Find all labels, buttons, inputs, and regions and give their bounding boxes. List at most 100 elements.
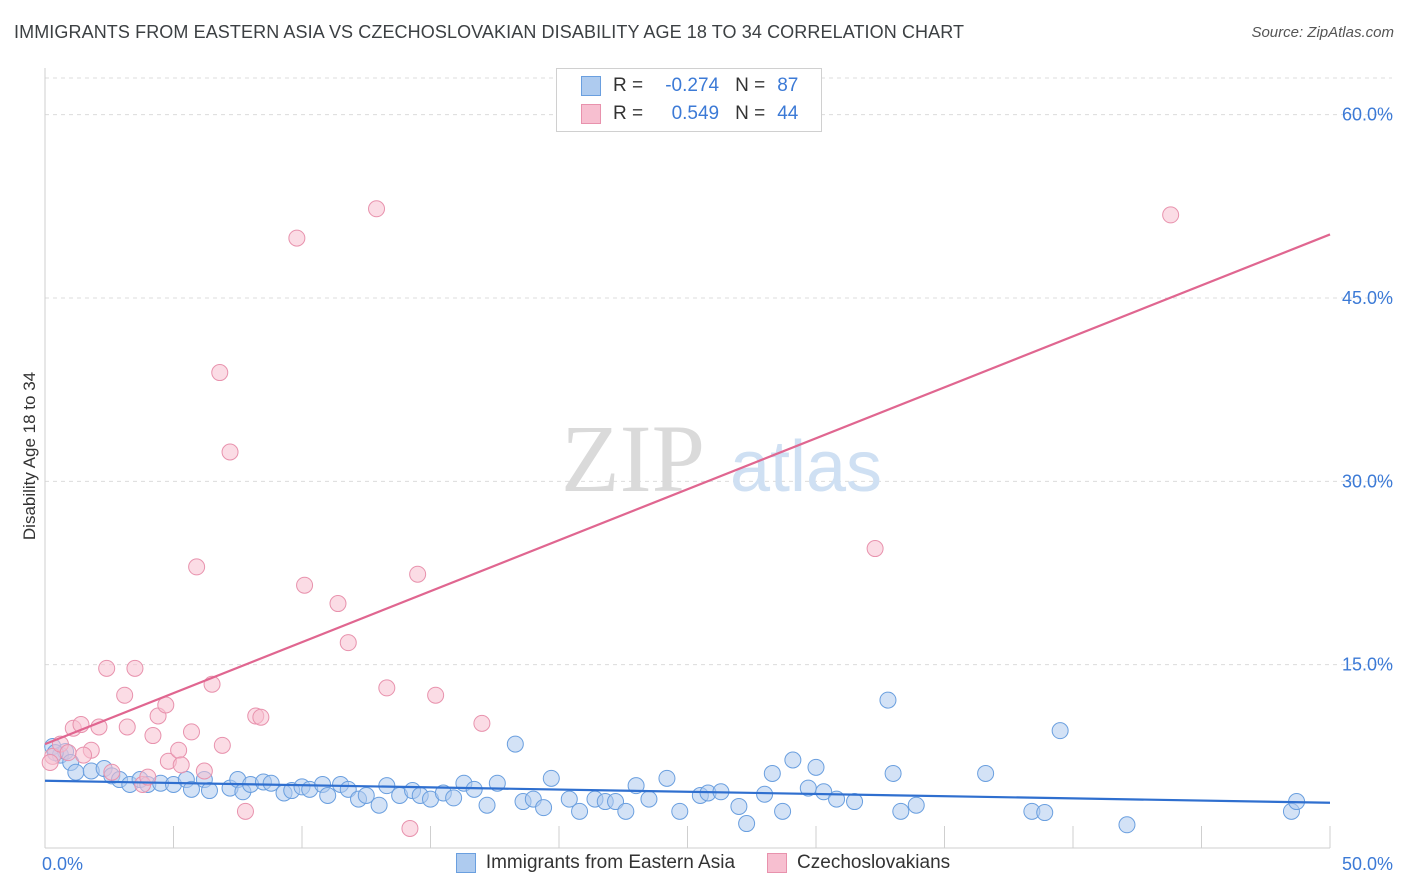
blue-data-point	[807, 758, 825, 776]
r-label: R =	[613, 75, 644, 96]
pink-data-point	[409, 565, 427, 583]
pink-data-point	[1162, 206, 1180, 224]
pink-data-point	[195, 762, 213, 780]
blue-data-point	[319, 786, 337, 804]
gridlines	[45, 77, 1392, 666]
watermark-atlas: atlas	[730, 427, 882, 507]
tick-labels: 15.0% 30.0% 45.0% 60.0% 0.0% 50.0%	[42, 105, 1393, 874]
pink-data-point	[116, 686, 134, 704]
trend-lines	[44, 233, 1331, 804]
pink-data-point	[339, 634, 357, 652]
pink-data-point	[103, 763, 121, 781]
blue-data-point	[182, 780, 200, 798]
y-tick-label: 15.0%	[1342, 655, 1393, 675]
y-tick-label: 45.0%	[1342, 288, 1393, 308]
pink-data-point	[378, 679, 396, 697]
blue-data-point	[617, 802, 635, 820]
blue-data-point	[478, 796, 496, 814]
blue-data-point	[884, 764, 902, 782]
legend-row-series1: R = -0.274 N = 87	[581, 74, 798, 98]
blue-data-point	[1051, 722, 1069, 740]
blue-data-point	[560, 790, 578, 808]
blue-data-point	[370, 796, 388, 814]
pink-data-point	[41, 753, 59, 771]
legend-item-eastern-asia: Immigrants from Eastern Asia	[455, 852, 736, 874]
x-tick-label: 0.0%	[42, 854, 83, 874]
n-label: N =	[735, 103, 766, 124]
legend-row-series2: R = 0.549 N = 44	[581, 102, 798, 126]
blue-data-point	[506, 735, 524, 753]
blue-data-point	[200, 782, 218, 800]
legend-label-eastern-asia: Immigrants from Eastern Asia	[485, 852, 736, 873]
pink-data-point	[288, 229, 306, 247]
pink-data-point	[98, 659, 116, 677]
blue-data-point	[535, 799, 553, 817]
blue-data-point	[1118, 816, 1136, 834]
blue-data-point	[607, 793, 625, 811]
legend-swatch-blue	[455, 853, 476, 873]
pink-data-point	[296, 576, 314, 594]
pink-data-point	[59, 744, 77, 762]
blue-data-point	[640, 790, 658, 808]
legend-swatch-pink	[767, 853, 788, 873]
pink-data-point	[221, 443, 239, 461]
blue-data-point	[1036, 804, 1054, 822]
blue-trend-line	[44, 779, 1331, 804]
y-tick-label: 30.0%	[1342, 471, 1393, 491]
pink-data-point	[118, 718, 136, 736]
pink-data-point	[329, 595, 347, 613]
pink-data-point	[126, 659, 144, 677]
blue-data-point	[262, 774, 280, 792]
blue-data-point	[774, 802, 792, 820]
data-points	[41, 200, 1306, 837]
blue-data-point	[977, 764, 995, 782]
pink-data-point	[401, 819, 419, 837]
legend-swatch-pink	[581, 104, 601, 124]
blue-data-point	[763, 764, 781, 782]
pink-data-point	[170, 741, 188, 759]
pink-data-point	[473, 714, 491, 732]
chart-title: IMMIGRANTS FROM EASTERN ASIA VS CZECHOSL…	[14, 22, 965, 42]
pink-data-point	[211, 364, 229, 382]
pink-data-point	[75, 746, 93, 764]
source-label: Source: ZipAtlas.com	[1251, 24, 1394, 41]
blue-data-point	[907, 796, 925, 814]
r-value-series2: 0.549	[671, 103, 720, 124]
blue-data-point	[784, 751, 802, 769]
n-value-series2: 44	[777, 103, 799, 124]
pink-data-point	[866, 540, 884, 558]
blue-data-point	[67, 763, 85, 781]
axes	[44, 68, 1331, 849]
blue-data-point	[846, 793, 864, 811]
pink-data-point	[213, 736, 231, 754]
pink-data-point	[188, 558, 206, 576]
blue-data-point	[445, 789, 463, 807]
x-tick-label: 50.0%	[1342, 854, 1393, 874]
blue-data-point	[627, 777, 645, 795]
blue-data-point	[465, 780, 483, 798]
pink-data-point	[427, 686, 445, 704]
pink-data-point	[144, 727, 162, 745]
pink-data-point	[182, 723, 200, 741]
legend-label-czechoslovakians: Czechoslovakians	[797, 852, 951, 873]
pink-data-point	[252, 708, 270, 726]
pink-data-point	[368, 200, 386, 218]
blue-data-point	[571, 802, 589, 820]
blue-data-point	[879, 691, 897, 709]
legend-item-czechoslovakians: Czechoslovakians	[767, 852, 950, 874]
legend-swatch-blue	[581, 76, 601, 96]
blue-data-point	[542, 769, 560, 787]
stats-legend: R = -0.274 N = 87 R = 0.549 N = 44	[556, 68, 822, 132]
blue-data-point	[658, 769, 676, 787]
pink-trend-line	[44, 233, 1331, 746]
n-value-series1: 87	[777, 75, 799, 96]
r-label: R =	[613, 103, 644, 124]
blue-data-point	[892, 802, 910, 820]
series-legend: Immigrants from Eastern Asia Czechoslova…	[0, 852, 1406, 874]
pink-data-point	[172, 756, 190, 774]
pink-data-point	[236, 802, 254, 820]
blue-data-point	[738, 815, 756, 833]
blue-data-point	[357, 786, 375, 804]
blue-data-point	[671, 802, 689, 820]
